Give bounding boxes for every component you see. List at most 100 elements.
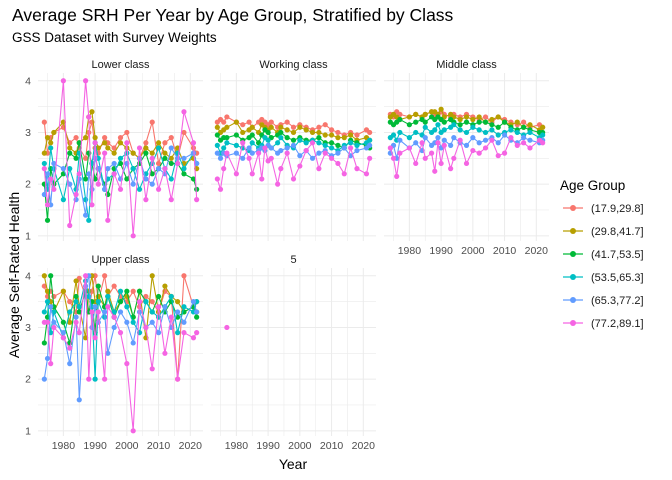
data-point bbox=[419, 140, 425, 146]
data-point bbox=[86, 217, 92, 223]
data-point bbox=[316, 135, 322, 141]
data-point bbox=[482, 114, 489, 120]
data-point bbox=[214, 176, 220, 182]
data-point bbox=[328, 132, 335, 138]
data-point bbox=[268, 119, 274, 125]
data-point bbox=[194, 309, 200, 315]
data-point bbox=[82, 212, 89, 218]
data-point bbox=[190, 140, 197, 146]
data-point bbox=[463, 114, 470, 120]
data-point bbox=[124, 176, 130, 182]
data-point bbox=[413, 140, 419, 146]
data-point bbox=[495, 124, 501, 130]
data-point bbox=[194, 160, 200, 167]
data-point bbox=[168, 160, 174, 167]
data-point bbox=[303, 140, 309, 146]
legend-item-77-2-89-1: (77.2,89.1] bbox=[563, 318, 644, 330]
data-point bbox=[155, 304, 162, 310]
data-point bbox=[117, 155, 124, 161]
data-point bbox=[367, 129, 373, 136]
data-point bbox=[44, 355, 51, 362]
data-point bbox=[44, 319, 51, 325]
x-tick-label: 2020 bbox=[525, 245, 549, 257]
data-point bbox=[102, 140, 108, 146]
data-point bbox=[246, 155, 252, 161]
data-point bbox=[457, 122, 463, 128]
x-tick-label: 2010 bbox=[493, 245, 517, 257]
data-point bbox=[290, 137, 297, 143]
data-point bbox=[92, 135, 98, 141]
gridlines bbox=[38, 73, 203, 241]
legend-label: (53.5,65.3] bbox=[591, 272, 644, 284]
data-point bbox=[41, 160, 47, 167]
x-tick-label: 2020 bbox=[179, 440, 203, 452]
data-point bbox=[489, 122, 495, 128]
data-point bbox=[181, 166, 187, 172]
data-point bbox=[117, 135, 124, 141]
data-point bbox=[221, 166, 227, 172]
data-point bbox=[130, 428, 136, 434]
data-point bbox=[194, 314, 200, 320]
data-point bbox=[44, 288, 51, 294]
data-point bbox=[82, 78, 89, 84]
data-point bbox=[316, 140, 322, 146]
x-tick-label: 1980 bbox=[398, 245, 422, 257]
data-point bbox=[284, 145, 290, 151]
data-point bbox=[162, 166, 168, 172]
data-point bbox=[76, 330, 82, 336]
data-point bbox=[397, 137, 403, 143]
data-point bbox=[44, 135, 51, 141]
data-point bbox=[124, 361, 130, 367]
data-point bbox=[265, 137, 271, 143]
data-point bbox=[92, 304, 98, 310]
legend-key-point bbox=[570, 228, 576, 234]
data-point bbox=[328, 155, 335, 161]
data-point bbox=[397, 150, 403, 156]
data-point bbox=[105, 293, 111, 300]
data-point bbox=[316, 124, 322, 130]
data-point bbox=[406, 135, 412, 141]
data-point bbox=[265, 129, 271, 136]
data-point bbox=[149, 299, 155, 305]
data-point bbox=[290, 176, 297, 182]
data-point bbox=[457, 116, 463, 123]
data-point bbox=[48, 140, 54, 146]
data-point bbox=[73, 293, 79, 300]
data-point bbox=[508, 127, 514, 133]
x-tick-label: 2010 bbox=[320, 440, 344, 452]
data-point bbox=[224, 124, 230, 130]
data-point bbox=[168, 145, 174, 151]
data-point bbox=[51, 319, 57, 325]
data-point bbox=[335, 135, 341, 141]
data-point bbox=[143, 140, 149, 146]
data-point bbox=[233, 132, 239, 138]
data-point bbox=[367, 142, 373, 148]
data-point bbox=[501, 119, 508, 125]
series-77-2-89-1 bbox=[387, 135, 546, 179]
data-point bbox=[48, 361, 54, 367]
x-tick-label: 2000 bbox=[115, 440, 139, 452]
gridlines bbox=[211, 268, 376, 436]
data-point bbox=[463, 142, 470, 148]
data-point bbox=[438, 160, 444, 167]
data-point bbox=[249, 150, 255, 156]
data-point bbox=[130, 181, 136, 187]
legend-key-point bbox=[570, 205, 576, 211]
data-point bbox=[168, 155, 174, 161]
data-point bbox=[67, 319, 73, 325]
data-point bbox=[240, 155, 246, 161]
data-point bbox=[105, 166, 111, 172]
data-point bbox=[390, 155, 397, 161]
data-point bbox=[284, 150, 290, 156]
data-point bbox=[297, 124, 303, 130]
data-point bbox=[341, 171, 347, 177]
data-point bbox=[284, 119, 290, 125]
data-point bbox=[92, 376, 98, 382]
data-point bbox=[224, 140, 230, 146]
data-point bbox=[422, 119, 428, 125]
y-tick-label: 1 bbox=[25, 425, 31, 437]
data-point bbox=[278, 147, 284, 154]
data-point bbox=[278, 129, 284, 136]
data-point bbox=[168, 314, 174, 320]
data-point bbox=[44, 202, 51, 208]
